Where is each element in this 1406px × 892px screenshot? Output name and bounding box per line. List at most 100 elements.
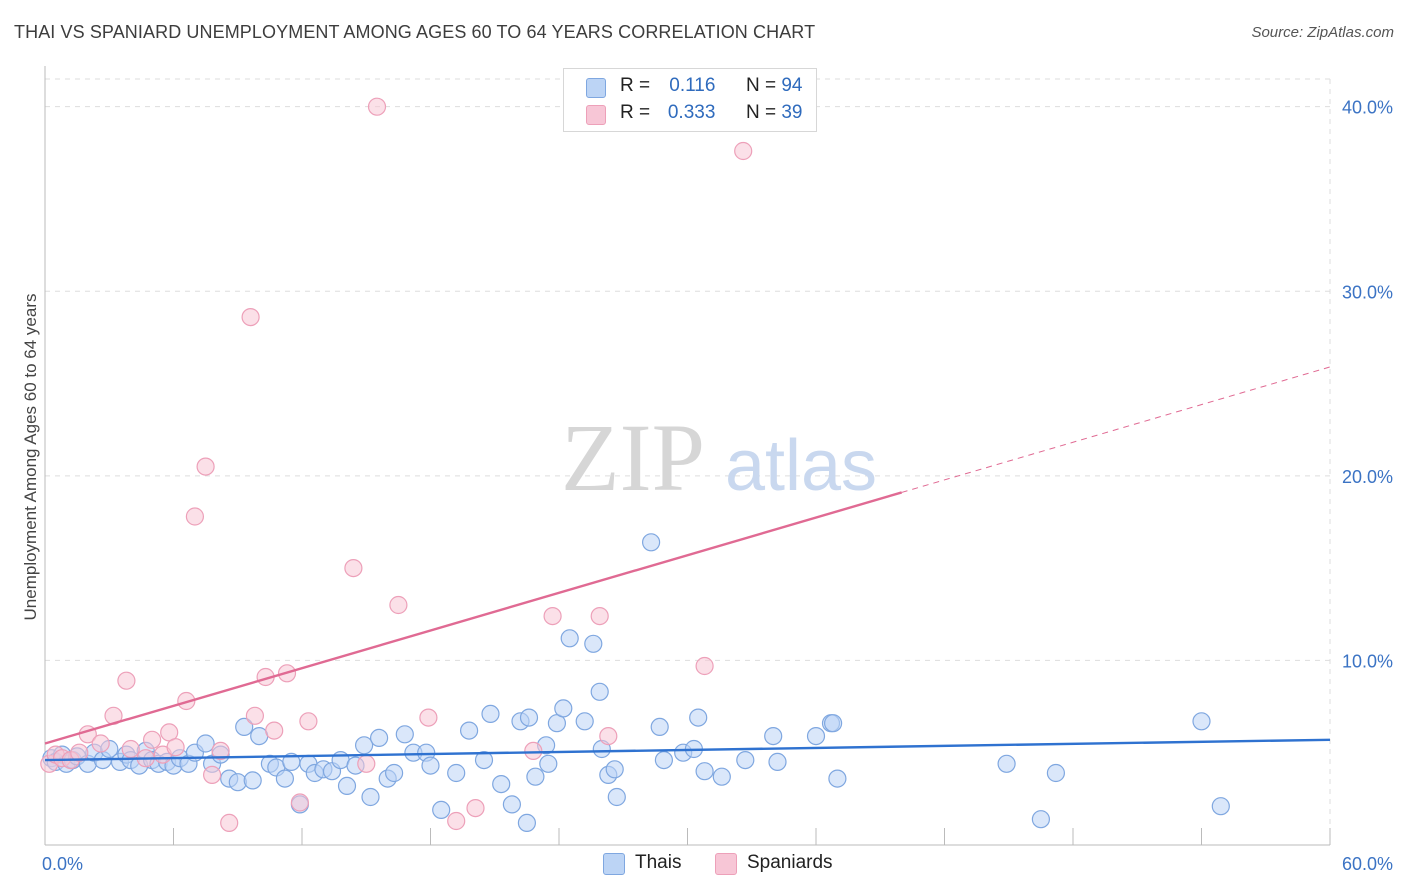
thais-legend-swatch xyxy=(603,853,625,875)
spaniards-point-6 xyxy=(91,734,110,753)
thais-point-74 xyxy=(641,533,661,552)
thais-point-81 xyxy=(712,767,731,786)
correlation-legend: R = 0.116 N = 94 R = 0.333 N = 39 xyxy=(563,68,817,132)
spaniards-point-28 xyxy=(344,558,363,578)
chart-title: THAI VS SPANIARD UNEMPLOYMENT AMONG AGES… xyxy=(14,22,816,42)
spaniards-point-29 xyxy=(357,754,376,773)
thais-point-27 xyxy=(235,717,254,737)
thais-point-76 xyxy=(654,750,674,770)
spaniards-swatch xyxy=(586,105,606,125)
spaniards-point-18 xyxy=(203,765,222,785)
thais-point-67 xyxy=(575,712,594,731)
thais-point-56 xyxy=(492,774,511,794)
spaniards-point-37 xyxy=(590,606,609,626)
thais-point-68 xyxy=(584,634,603,653)
thais-legend-label: Thais xyxy=(635,852,682,873)
thais-point-40 xyxy=(337,776,357,796)
watermark-zip: ZIP xyxy=(561,404,705,511)
spaniards-point-39 xyxy=(695,656,714,676)
thais-point-50 xyxy=(421,756,440,775)
thais-point-91 xyxy=(1046,763,1066,783)
legend-r-value-thais: 0.116 xyxy=(669,75,716,96)
spaniards-point-36 xyxy=(543,606,562,626)
spaniards-point-20 xyxy=(220,813,239,833)
series-legend: Thais Spaniards xyxy=(0,851,1406,877)
thais-point-51 xyxy=(432,800,451,820)
spaniards-point-35 xyxy=(524,741,543,761)
axes xyxy=(44,66,1331,846)
thais-point-54 xyxy=(474,750,494,770)
legend-n-label: N = xyxy=(745,75,777,96)
spaniards-point-31 xyxy=(389,595,408,615)
legend-r-label: R = xyxy=(620,75,651,96)
thais-point-26 xyxy=(228,773,247,792)
spaniards-legend-swatch xyxy=(715,853,737,875)
tick-labels: 10.0% 20.0% 30.0% 40.0% 0.0% 60.0% xyxy=(42,98,1393,874)
spaniards-trend-line xyxy=(44,491,903,745)
thais-point-52 xyxy=(447,763,466,783)
thais-point-66 xyxy=(560,629,579,648)
y-tick-label-3: 40.0% xyxy=(1342,98,1393,118)
thais-point-59 xyxy=(517,813,537,833)
thais-point-43 xyxy=(361,787,380,807)
legend-n-value-spaniards: 39 xyxy=(781,102,803,123)
thais-point-87 xyxy=(823,714,843,733)
spaniards-point-32 xyxy=(419,708,438,727)
spaniards-point-38 xyxy=(599,726,618,746)
thais-point-69 xyxy=(590,682,609,701)
thais-point-79 xyxy=(689,708,708,727)
legend-r-label: R = xyxy=(620,102,651,123)
spaniards-trend-extension xyxy=(901,366,1331,493)
spaniards-point-8 xyxy=(117,671,136,690)
thais-point-63 xyxy=(539,754,558,773)
thais-point-57 xyxy=(502,795,521,814)
y-tick-label-2: 30.0% xyxy=(1342,282,1393,302)
thais-point-53 xyxy=(460,721,479,740)
x-tick-label-max: 60.0% xyxy=(1342,854,1393,874)
thais-point-80 xyxy=(695,762,714,781)
thais-point-60 xyxy=(519,708,539,727)
thais-point-75 xyxy=(650,717,669,737)
spaniards-point-22 xyxy=(245,706,264,725)
spaniards-point-19 xyxy=(211,741,230,761)
thais-point-47 xyxy=(395,725,414,744)
thais-point-84 xyxy=(768,752,787,772)
spaniards-point-26 xyxy=(290,793,309,812)
thais-point-32 xyxy=(275,769,294,788)
spaniards-point-16 xyxy=(185,507,204,526)
thais-point-89 xyxy=(997,754,1016,773)
legend-n-value-thais: 94 xyxy=(781,75,803,96)
thais-point-42 xyxy=(355,736,374,755)
thais-point-65 xyxy=(554,699,573,718)
thais-point-83 xyxy=(764,726,783,746)
spaniards-point-9 xyxy=(121,739,140,759)
thais-swatch xyxy=(586,78,606,98)
thais-points xyxy=(42,533,1230,833)
thais-point-72 xyxy=(605,760,624,779)
spaniards-point-17 xyxy=(196,457,215,476)
watermark-atlas: atlas xyxy=(725,426,877,506)
grid-lines xyxy=(45,78,1331,845)
trend-lines xyxy=(44,366,1331,762)
thais-point-46 xyxy=(385,763,404,783)
spaniards-point-27 xyxy=(299,712,318,731)
thais-trend-line xyxy=(44,738,1331,762)
watermark: ZIP atlas xyxy=(561,404,877,511)
spaniards-point-21 xyxy=(241,308,260,327)
legend-n-label: N = xyxy=(745,102,777,123)
thais-point-88 xyxy=(828,769,847,788)
thais-point-55 xyxy=(481,704,500,724)
y-axis-label: Unemployment Among Ages 60 to 64 years xyxy=(21,294,40,621)
thais-point-92 xyxy=(1192,712,1211,731)
thais-point-82 xyxy=(736,750,755,770)
spaniards-point-30 xyxy=(367,97,387,116)
thais-point-61 xyxy=(526,767,545,786)
thais-point-93 xyxy=(1211,797,1230,816)
thais-point-22 xyxy=(196,734,215,753)
spaniards-point-14 xyxy=(166,738,185,757)
y-tick-label-1: 20.0% xyxy=(1342,467,1393,487)
thais-point-28 xyxy=(243,771,262,790)
x-tick-label-min: 0.0% xyxy=(42,854,83,874)
spaniards-point-24 xyxy=(265,721,284,740)
